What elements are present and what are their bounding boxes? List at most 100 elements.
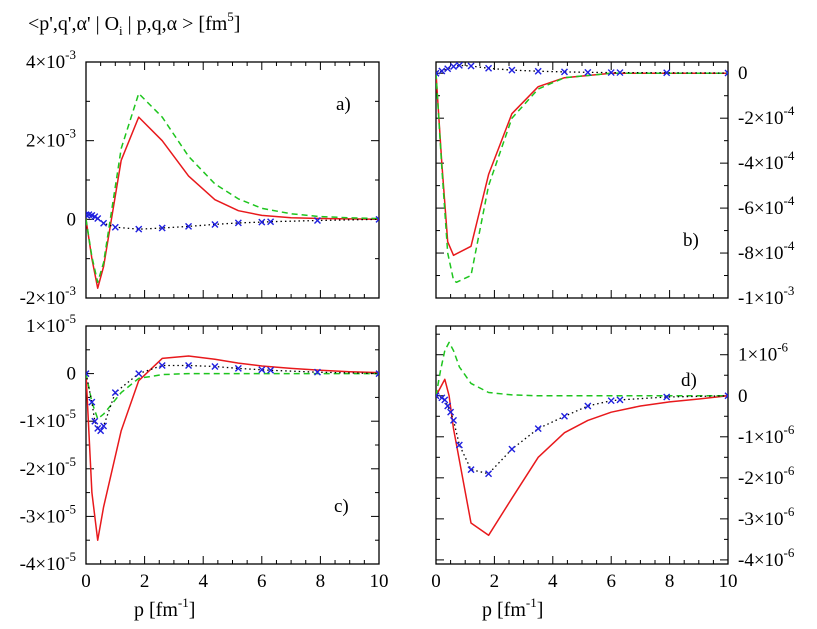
plot-series-group — [436, 62, 728, 284]
series-marker-x — [86, 370, 90, 378]
series-marker-x — [86, 211, 90, 219]
series-marker-x — [100, 219, 108, 227]
series-line-green — [436, 72, 728, 284]
x-tick-label: 8 — [665, 571, 675, 592]
x-tick-label: 8 — [316, 571, 326, 592]
y-tick-label: 2×10-3 — [26, 126, 76, 152]
series-marker-x — [88, 398, 96, 406]
y-tick-label: -3×10-5 — [20, 501, 76, 527]
y-tick-label: -3×10-6 — [738, 504, 795, 530]
series-marker-x — [135, 225, 143, 233]
series-line-green — [86, 372, 379, 420]
y-tick-label: -2×10-3 — [20, 283, 76, 309]
x-tick-label: 6 — [606, 571, 616, 592]
series-marker-x — [158, 362, 166, 370]
series-marker-x — [534, 67, 542, 75]
y-tick-label: -4×10-4 — [738, 148, 795, 174]
series-marker-x — [111, 389, 119, 397]
series-marker-x — [111, 223, 119, 231]
series-line-blue — [86, 364, 379, 432]
series-marker-x — [607, 397, 615, 405]
x-tick-label: 10 — [370, 571, 389, 592]
series-marker-x — [724, 69, 728, 77]
series-marker-x — [94, 215, 102, 223]
plot-frame — [435, 61, 729, 299]
y-tick-label: 1×10-5 — [26, 311, 76, 337]
series-marker-x — [258, 366, 266, 374]
panel-label: a) — [336, 94, 351, 115]
y-tick-label: 4×10-3 — [26, 47, 76, 73]
series-marker-x — [444, 65, 452, 73]
y-tick-label: -2×10-6 — [738, 463, 795, 489]
y-tick-label: -8×10-4 — [738, 238, 795, 264]
series-line-blue — [436, 395, 728, 475]
series-marker-x — [436, 392, 440, 400]
x-tick-label: 4 — [548, 571, 558, 592]
panel-label: d) — [681, 370, 697, 391]
series-marker-x — [508, 445, 516, 453]
series-marker-x — [436, 69, 440, 77]
series-marker-x — [100, 422, 108, 430]
series-line-red — [436, 378, 728, 537]
series-line-red — [86, 355, 379, 541]
series-marker-x — [467, 62, 475, 70]
series-marker-x — [485, 470, 493, 478]
series-marker-x — [158, 224, 166, 232]
x-axis-label-right: p [fm-1] — [482, 595, 543, 621]
series-marker-x — [467, 466, 475, 474]
panel-a: 4×10-3 2×10-3 0 -2×10-3 a) — [20, 47, 380, 309]
plot-series-group — [86, 92, 379, 289]
y-tick-label: -1×10-5 — [20, 406, 76, 432]
y-tick-label: 1×10-6 — [738, 340, 789, 366]
series-marker-x — [234, 219, 242, 227]
y-tick-label: 0 — [67, 209, 77, 230]
series-marker-x — [258, 218, 266, 226]
series-marker-x — [450, 63, 458, 70]
series-marker-x — [441, 396, 449, 404]
panel-label: b) — [683, 230, 699, 251]
y-tick-label: 0 — [67, 364, 77, 385]
series-marker-x — [444, 402, 452, 410]
series-marker-x — [485, 64, 493, 72]
series-marker-x — [313, 368, 321, 376]
x-tick-label: 2 — [140, 571, 150, 592]
y-tick-label: 0 — [738, 386, 748, 407]
plot-series-group — [86, 355, 379, 541]
panel-d: 0 2 4 6 8 10 1×10-6 0 -1×10-6 -2×10-6 -3×10-6 -4×10… — [431, 325, 795, 592]
series-marker-x — [438, 67, 446, 75]
plot-series-group — [436, 341, 728, 537]
series-marker-x — [185, 362, 193, 370]
series-marker-x — [211, 362, 219, 370]
x-tick-label: 0 — [81, 571, 91, 592]
y-tick-label: -2×10-4 — [738, 103, 795, 129]
figure-titles: <p',q',α' | Oi | p,q,α > [fm5] p [fm-1] … — [28, 9, 543, 621]
series-marker-x — [267, 218, 275, 226]
series-marker-x — [91, 417, 99, 425]
series-line-red — [86, 116, 379, 289]
series-marker-x — [97, 427, 105, 435]
series-marker-x — [450, 416, 458, 424]
series-marker-x — [663, 393, 671, 401]
panel-b: 0 -2×10-4 -4×10-4 -6×10-4 -8×10-4 -1×10-3 b) — [435, 61, 795, 309]
y-tick-label: -6×10-4 — [738, 193, 795, 219]
y-tick-label: -4×10-5 — [20, 549, 76, 575]
series-marker-x — [375, 370, 379, 378]
y-tick-label: -2×10-5 — [20, 454, 76, 480]
series-marker-x — [375, 215, 379, 223]
series-marker-x — [584, 68, 592, 76]
series-marker-x — [616, 69, 624, 77]
series-marker-x — [560, 68, 568, 76]
series-marker-x — [616, 396, 624, 404]
y-tick-label: -1×10-3 — [738, 283, 794, 309]
y-tick-label: -1×10-6 — [738, 422, 795, 448]
series-marker-x — [560, 412, 568, 420]
series-marker-x — [185, 222, 193, 230]
series-marker-x — [534, 425, 542, 433]
series-line-blue — [86, 213, 379, 230]
series-marker-x — [584, 402, 592, 410]
series-marker-x — [607, 69, 615, 77]
series-line-green — [86, 92, 379, 284]
series-marker-x — [455, 62, 463, 69]
y-tick-label: 0 — [738, 63, 748, 84]
